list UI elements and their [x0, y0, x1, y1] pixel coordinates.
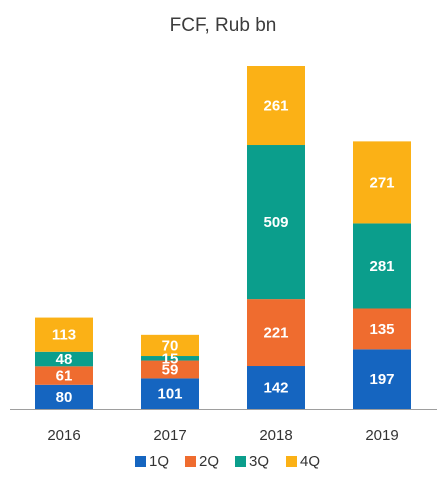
legend-label-2q: 2Q [199, 453, 219, 470]
bars-layer [35, 66, 411, 409]
bar-segment-2016-2q [35, 366, 93, 385]
data-label-2017-4q: 70 [162, 337, 179, 354]
bar-segment-2017-2q [141, 360, 199, 379]
legend-label-1q: 1Q [149, 453, 169, 470]
bar-segment-2019-4q [353, 141, 411, 224]
data-label-2018-3q: 509 [263, 214, 288, 231]
legend-item-2q: 2Q [185, 453, 219, 470]
bar-segment-2018-3q [247, 145, 305, 300]
legend-swatch-1q [135, 456, 146, 467]
data-label-2016-3q: 48 [56, 351, 73, 368]
legend-item-4q: 4Q [286, 453, 320, 470]
bar-segment-2016-4q [35, 317, 93, 352]
x-tick-label-2018: 2018 [259, 427, 292, 444]
bar-segment-2017-4q [141, 334, 199, 357]
legend-item-1q: 1Q [135, 453, 169, 470]
data-label-2017-1q: 101 [157, 386, 182, 403]
x-tick-label-2017: 2017 [153, 427, 186, 444]
bar-segment-2016-3q [35, 351, 93, 367]
data-label-2016-1q: 80 [56, 389, 73, 406]
legend-swatch-4q [286, 456, 297, 467]
bar-segment-2017-3q [141, 356, 199, 361]
data-label-2019-3q: 281 [369, 258, 394, 275]
data-label-2019-2q: 135 [369, 321, 394, 338]
data-label-2018-1q: 142 [263, 380, 288, 397]
data-label-2017-2q: 59 [162, 361, 179, 378]
data-label-2019-1q: 197 [369, 371, 394, 388]
bar-segment-2019-2q [353, 308, 411, 350]
data-label-2016-2q: 61 [56, 368, 73, 385]
data-label-2016-4q: 113 [52, 327, 76, 344]
x-axis-tick-labels: 2016 2017 2018 2019 [47, 427, 398, 444]
bar-segment-2018-1q [247, 366, 305, 409]
legend-swatch-2q [185, 456, 196, 467]
bar-segment-2018-2q [247, 299, 305, 367]
x-tick-label-2016: 2016 [47, 427, 80, 444]
legend-label-3q: 3Q [249, 453, 269, 470]
bar-segment-2016-1q [35, 384, 93, 409]
data-label-2018-2q: 221 [263, 325, 288, 342]
legend-swatch-3q [235, 456, 246, 467]
data-label-2018-4q: 261 [263, 98, 288, 115]
bar-segment-2018-4q [247, 66, 305, 146]
bar-segment-2019-3q [353, 223, 411, 309]
bar-segment-2019-1q [353, 349, 411, 409]
data-label-2019-4q: 271 [369, 174, 394, 191]
data-label-2017-3q: 15 [162, 350, 179, 367]
bar-segment-2017-1q [141, 378, 199, 409]
legend-item-3q: 3Q [235, 453, 269, 470]
legend: 1Q 2Q 3Q 4Q [135, 453, 320, 470]
chart-title: FCF, Rub bn [170, 15, 277, 36]
legend-label-4q: 4Q [300, 453, 320, 470]
x-tick-label-2019: 2019 [365, 427, 398, 444]
